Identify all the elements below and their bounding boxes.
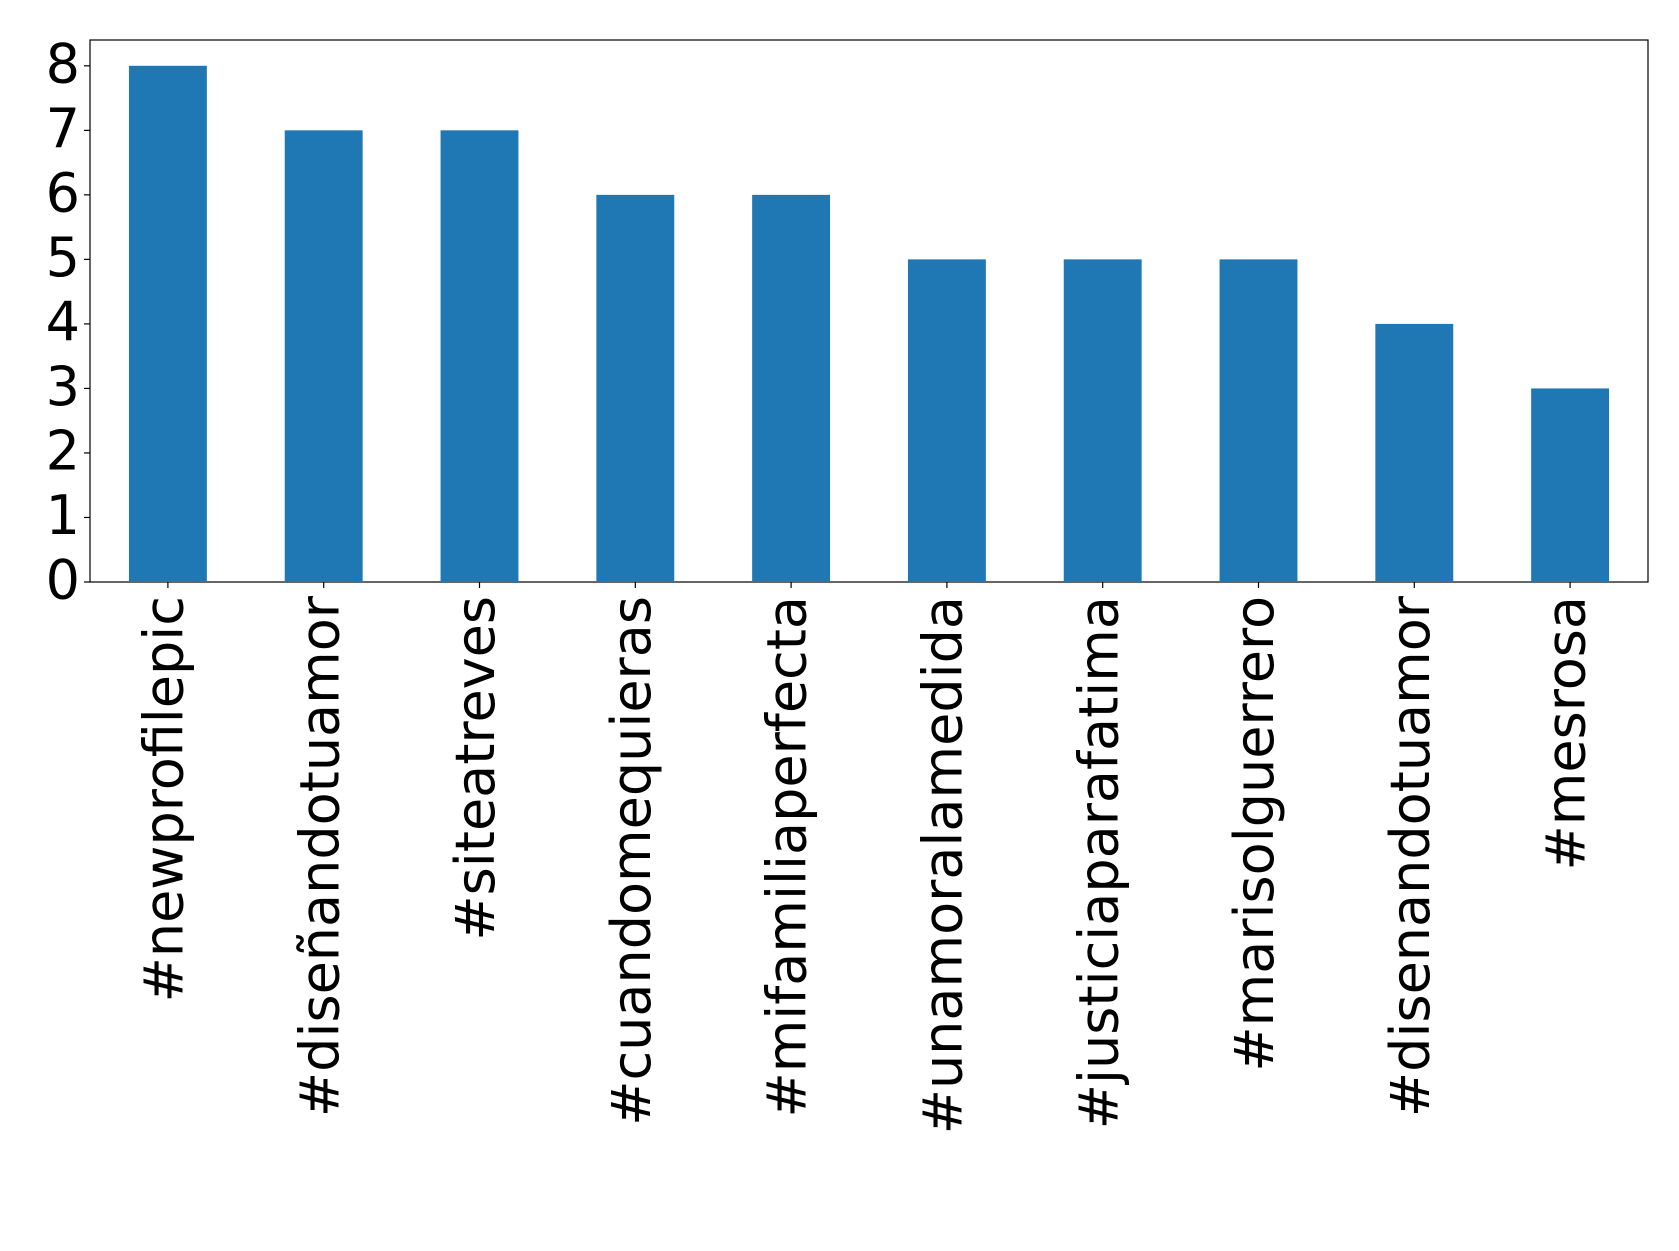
plot-frame xyxy=(89,39,1649,583)
x-tick-label: #disenandotuamor xyxy=(1379,595,1442,1117)
bar xyxy=(1063,259,1142,582)
y-tick-label: 5 xyxy=(46,226,80,289)
y-tick-label: 1 xyxy=(46,484,80,547)
x-tick-label: #marisolguerrero xyxy=(1223,596,1286,1072)
bar xyxy=(752,194,831,582)
x-tick-label: #newprofilepic xyxy=(133,596,196,1002)
bar xyxy=(440,130,519,583)
y-tick-label: 7 xyxy=(46,97,80,160)
y-tick-label: 2 xyxy=(46,420,80,483)
bar xyxy=(596,194,675,582)
bar xyxy=(1219,259,1298,582)
bar xyxy=(907,259,986,582)
x-tick-label: #justiciaparafatima xyxy=(1067,596,1130,1129)
bar xyxy=(1375,323,1454,582)
x-tick-label: #cuandomequieras xyxy=(600,596,663,1126)
y-tick-label: 8 xyxy=(46,32,80,95)
x-tick-label: #unamoralamedida xyxy=(912,596,975,1134)
y-tick-label: 4 xyxy=(46,291,80,354)
y-tick-label: 6 xyxy=(46,161,80,224)
bar xyxy=(1531,388,1610,582)
bar xyxy=(284,130,363,583)
x-tick-label: #mesrosa xyxy=(1535,596,1598,870)
y-tick-label: 3 xyxy=(46,355,80,418)
y-tick-label: 0 xyxy=(46,549,80,612)
x-tick-label: #mifamiliaperfecta xyxy=(756,596,819,1118)
bar xyxy=(128,65,207,583)
x-tick-label: #diseñandotuamor xyxy=(288,595,351,1117)
x-tick-label: #siteatreves xyxy=(444,596,507,941)
